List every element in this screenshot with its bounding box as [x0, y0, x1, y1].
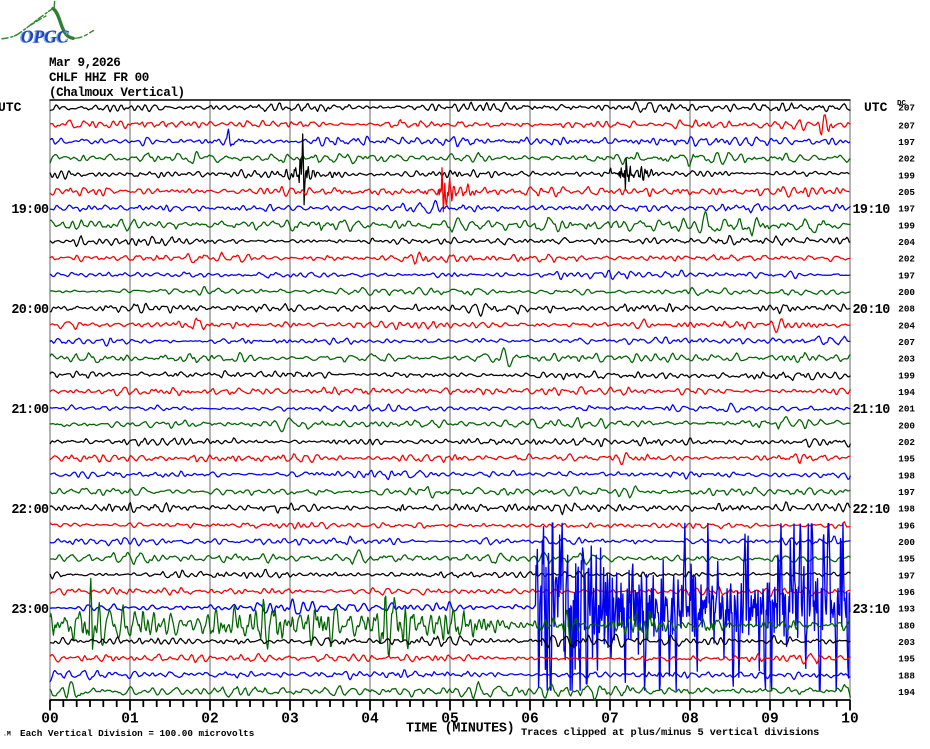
svg-text:194: 194: [898, 687, 915, 698]
svg-text:23:10: 23:10: [853, 603, 891, 618]
svg-text:.M: .M: [3, 731, 11, 738]
svg-text:00: 00: [41, 712, 58, 728]
svg-text:22:10: 22:10: [853, 503, 891, 518]
svg-text:TIME (MINUTES): TIME (MINUTES): [406, 722, 514, 737]
svg-text:205: 205: [898, 187, 915, 198]
svg-text:201: 201: [898, 404, 915, 415]
svg-text:UTC: UTC: [0, 100, 22, 115]
svg-text:196: 196: [898, 587, 915, 598]
svg-text:(Chalmoux Vertical): (Chalmoux Vertical): [49, 86, 185, 100]
svg-text:OPGC: OPGC: [20, 27, 68, 47]
svg-text:19:10: 19:10: [853, 203, 891, 218]
svg-text:02: 02: [201, 712, 218, 728]
svg-text:20:10: 20:10: [853, 303, 891, 318]
svg-text:202: 202: [898, 254, 915, 265]
svg-text:195: 195: [898, 554, 915, 565]
svg-text:188: 188: [898, 670, 915, 681]
svg-text:CHLF HHZ FR 00: CHLF HHZ FR 00: [49, 71, 149, 85]
svg-text:203: 203: [898, 637, 915, 648]
svg-text:202: 202: [898, 154, 915, 165]
svg-text:197: 197: [898, 204, 915, 215]
svg-text:200: 200: [898, 420, 915, 431]
svg-text:207: 207: [898, 120, 915, 131]
svg-text:198: 198: [898, 504, 915, 515]
svg-text:08: 08: [681, 712, 698, 728]
svg-text:07: 07: [601, 712, 618, 728]
svg-text:06: 06: [521, 712, 538, 728]
svg-text:193: 193: [898, 604, 915, 615]
svg-text:199: 199: [898, 370, 915, 381]
svg-text:22:00: 22:00: [11, 503, 49, 518]
svg-text:Traces clipped at plus/minus 5: Traces clipped at plus/minus 5 vertical …: [521, 727, 819, 739]
svg-text:195: 195: [898, 454, 915, 465]
svg-text:19:00: 19:00: [11, 203, 49, 218]
svg-text:196: 196: [898, 520, 915, 531]
svg-text:10: 10: [841, 712, 858, 728]
svg-text:204: 204: [898, 320, 915, 331]
svg-text:197: 197: [898, 487, 915, 498]
svg-text:09: 09: [761, 712, 778, 728]
svg-text:202: 202: [898, 437, 915, 448]
svg-text:21:10: 21:10: [853, 403, 891, 418]
svg-text:199: 199: [898, 220, 915, 231]
svg-text:04: 04: [361, 712, 379, 728]
svg-text:194: 194: [898, 387, 915, 398]
svg-text:198: 198: [898, 470, 915, 481]
svg-text:195: 195: [898, 654, 915, 665]
svg-text:197: 197: [898, 137, 915, 148]
svg-text:207: 207: [898, 337, 915, 348]
svg-text:208: 208: [898, 304, 915, 315]
svg-text:23:00: 23:00: [11, 603, 49, 618]
svg-text:20:00: 20:00: [11, 303, 49, 318]
svg-text:204: 204: [898, 237, 915, 248]
svg-text:Each Vertical Division = 100.: Each Vertical Division = 100.00 microvol…: [20, 728, 255, 739]
svg-text:197: 197: [898, 570, 915, 581]
svg-text:207: 207: [898, 103, 915, 114]
svg-text:200: 200: [898, 537, 915, 548]
svg-text:05: 05: [441, 712, 458, 728]
svg-text:200: 200: [898, 287, 915, 298]
svg-text:197: 197: [898, 270, 915, 281]
svg-text:Mar 9,2026: Mar 9,2026: [49, 56, 120, 70]
svg-text:01: 01: [121, 712, 139, 728]
svg-text:180: 180: [898, 620, 915, 631]
svg-text:OPGC: OPGC: [21, 26, 69, 46]
svg-text:03: 03: [281, 712, 298, 728]
svg-text:199: 199: [898, 170, 915, 181]
svg-text:203: 203: [898, 354, 915, 365]
svg-text:DC: DC: [897, 100, 907, 108]
svg-text:21:00: 21:00: [11, 403, 49, 418]
svg-text:UTC: UTC: [864, 100, 888, 115]
